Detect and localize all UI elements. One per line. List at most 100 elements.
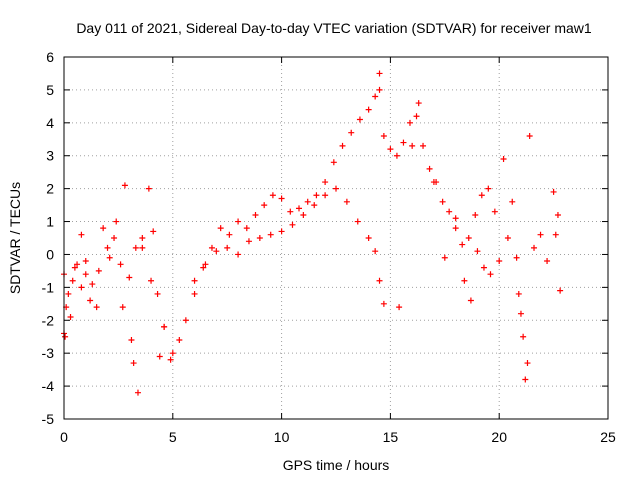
data-point (278, 195, 285, 202)
data-point (544, 258, 551, 265)
data-point (117, 261, 124, 268)
data-point (139, 244, 146, 251)
data-point (406, 119, 413, 126)
data-point (526, 132, 533, 139)
data-point (245, 238, 252, 245)
y-tick-label: 4 (46, 115, 54, 131)
y-tick-label: 6 (46, 49, 54, 65)
data-point (126, 274, 133, 281)
data-point (304, 198, 311, 205)
data-point (176, 337, 183, 344)
data-point (161, 323, 168, 330)
data-point (365, 106, 372, 113)
data-point (480, 264, 487, 271)
data-point (300, 211, 307, 218)
data-point (376, 277, 383, 284)
data-point (446, 208, 453, 215)
data-point (550, 188, 557, 195)
x-tick-label: 25 (600, 429, 616, 445)
data-point (439, 198, 446, 205)
data-point (372, 248, 379, 255)
data-point (67, 313, 74, 320)
data-point (376, 86, 383, 93)
data-point (130, 360, 137, 367)
data-point (71, 264, 78, 271)
data-point (148, 277, 155, 284)
data-point (387, 146, 394, 153)
data-point (322, 192, 329, 199)
data-point (111, 235, 118, 241)
data-point (311, 202, 318, 209)
data-point (491, 208, 498, 215)
data-point (333, 185, 339, 192)
data-point (339, 142, 346, 149)
x-tick-label: 20 (491, 429, 507, 445)
data-point (78, 284, 85, 291)
data-point (348, 129, 355, 136)
x-tick-label: 0 (60, 429, 68, 445)
data-point (121, 182, 128, 189)
data-point (252, 211, 259, 218)
data-point (472, 211, 479, 218)
data-point (452, 215, 459, 222)
data-point (343, 198, 350, 205)
data-point (461, 277, 468, 284)
data-point (509, 198, 516, 205)
data-point (82, 258, 89, 265)
data-point (208, 244, 215, 251)
data-point (202, 261, 209, 268)
data-point (380, 132, 387, 139)
data-point (235, 251, 242, 258)
data-point (191, 277, 198, 284)
data-point (441, 254, 448, 261)
y-tick-label: 0 (46, 246, 54, 262)
plot-frame (63, 56, 609, 420)
data-point (213, 248, 220, 255)
y-tick-label: -5 (42, 411, 55, 427)
data-point (504, 235, 511, 241)
chart-title: Day 011 of 2021, Sidereal Day-to-day VTE… (76, 20, 592, 36)
data-point (191, 290, 198, 297)
data-point (354, 218, 361, 225)
data-point (356, 116, 363, 123)
axis-ticks: -5 -4 -3 -2 -1 0 1 2 3 4 5 6 0 5 10 15 20 25 (42, 49, 616, 445)
data-point (330, 159, 337, 166)
y-tick-label: -3 (42, 345, 55, 361)
data-point (226, 231, 233, 238)
data-points (61, 70, 564, 396)
y-tick-label: 2 (46, 181, 54, 197)
data-point (289, 221, 296, 228)
data-point (119, 304, 126, 311)
data-point (150, 228, 157, 235)
data-point (420, 142, 427, 149)
data-point (200, 264, 207, 271)
y-tick-label: 1 (46, 214, 54, 230)
data-point (100, 225, 107, 232)
data-point (513, 254, 520, 261)
data-point (522, 376, 529, 383)
data-point (267, 231, 274, 238)
data-point (396, 304, 403, 311)
y-tick-label: -1 (42, 279, 55, 295)
data-point (487, 271, 494, 278)
x-tick-label: 10 (274, 429, 290, 445)
data-point (104, 244, 111, 251)
data-point (430, 179, 437, 186)
data-point (132, 244, 139, 251)
data-point (169, 350, 176, 357)
y-tick-label: 3 (46, 148, 54, 164)
data-point (156, 353, 163, 360)
data-point (365, 235, 372, 241)
data-point (485, 185, 492, 192)
data-point (426, 165, 433, 172)
data-point (82, 271, 89, 278)
data-point (145, 185, 152, 192)
data-point (459, 241, 466, 248)
data-point (393, 152, 400, 159)
data-point (167, 356, 174, 363)
data-point (517, 310, 524, 317)
data-point (182, 317, 189, 324)
data-point (154, 290, 161, 297)
data-point (552, 231, 559, 238)
